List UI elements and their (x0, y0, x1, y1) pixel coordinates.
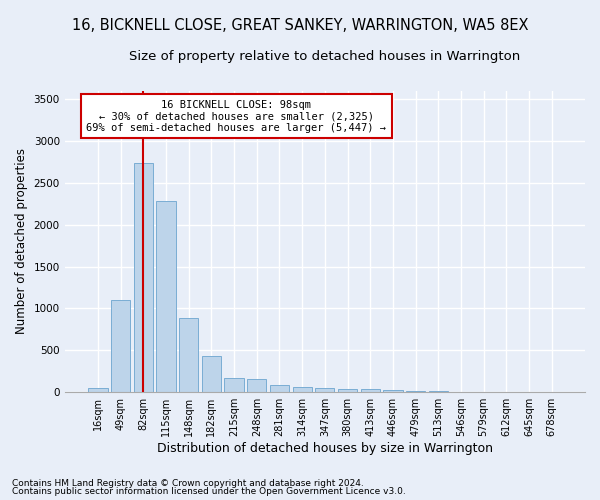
Bar (157, 201, 176, 392)
Text: Contains HM Land Registry data © Crown copyright and database right 2024.: Contains HM Land Registry data © Crown c… (12, 478, 364, 488)
Text: 16, BICKNELL CLOSE, GREAT SANKEY, WARRINGTON, WA5 8EX: 16, BICKNELL CLOSE, GREAT SANKEY, WARRIN… (72, 18, 528, 32)
Bar (383, 390, 403, 392)
Bar (315, 388, 334, 392)
Text: Contains public sector information licensed under the Open Government Licence v3: Contains public sector information licen… (12, 487, 406, 496)
Bar (202, 356, 221, 392)
Bar (111, 300, 130, 392)
Bar (293, 387, 312, 392)
Bar (338, 389, 357, 392)
Bar (361, 390, 380, 392)
Bar (270, 384, 289, 392)
Bar (179, 318, 199, 392)
Bar (134, 162, 153, 392)
Bar (406, 390, 425, 392)
X-axis label: Distribution of detached houses by size in Warrington: Distribution of detached houses by size … (157, 442, 493, 455)
Bar (224, 378, 244, 392)
Text: 16 BICKNELL CLOSE: 98sqm
← 30% of detached houses are smaller (2,325)
69% of sem: 16 BICKNELL CLOSE: 98sqm ← 30% of detach… (86, 100, 386, 133)
Title: Size of property relative to detached houses in Warrington: Size of property relative to detached ho… (129, 50, 520, 63)
Y-axis label: Number of detached properties: Number of detached properties (15, 148, 28, 334)
Bar (247, 379, 266, 392)
Bar (88, 388, 107, 392)
